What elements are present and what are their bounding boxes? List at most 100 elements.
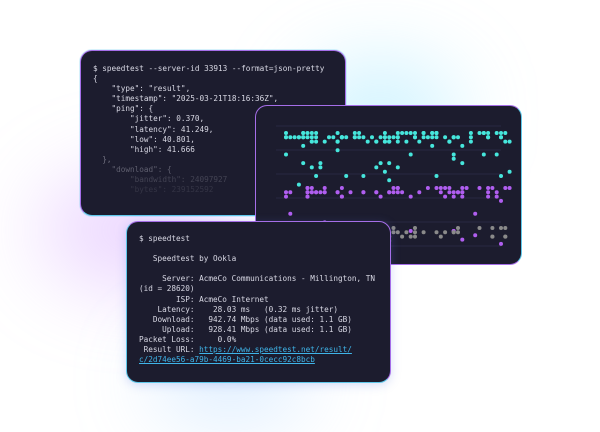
- cli-line: Server: AcmeCo Communications - Millingt…: [162, 274, 376, 284]
- data-dot: [301, 131, 306, 135]
- data-dot: [477, 186, 482, 190]
- data-dot: [391, 230, 396, 235]
- data-dot: [348, 190, 353, 195]
- data-dot: [413, 234, 417, 239]
- cli-line: Download: 942.74 Mbps (data used: 1.1 GB…: [152, 314, 352, 324]
- data-dot: [335, 190, 340, 195]
- data-dot: [374, 165, 379, 170]
- cli-line: (id = 28620): [139, 284, 195, 294]
- data-dot: [309, 190, 314, 195]
- data-dot: [507, 186, 512, 190]
- data-dot: [413, 230, 417, 235]
- json-line: "latency": 41.249,: [93, 124, 214, 134]
- data-dot: [468, 139, 473, 144]
- data-dot: [443, 194, 448, 199]
- json-line: },: [93, 154, 112, 164]
- data-dot: [404, 139, 409, 144]
- data-dot: [507, 169, 512, 174]
- data-dot: [447, 139, 452, 144]
- data-dot: [331, 135, 336, 140]
- data-dot: [284, 131, 288, 135]
- data-dot: [314, 135, 319, 140]
- data-dot: [473, 233, 478, 238]
- data-dot: [486, 194, 491, 199]
- data-dot: [451, 230, 456, 235]
- data-dot: [451, 190, 456, 195]
- result-url-link[interactable]: https://www.speedtest.net/result/: [199, 345, 352, 355]
- data-dot: [438, 190, 443, 195]
- data-dot: [387, 139, 392, 144]
- data-dot: [404, 131, 409, 135]
- json-line: "jitter": 0.370,: [93, 114, 205, 124]
- data-dot: [378, 135, 383, 140]
- data-dot: [370, 135, 374, 140]
- data-dot: [438, 186, 443, 190]
- data-dot: [503, 226, 508, 230]
- data-dot: [460, 190, 465, 195]
- data-dot: [430, 131, 435, 135]
- data-dot: [314, 139, 319, 144]
- data-dot: [408, 229, 413, 233]
- data-dot: [309, 165, 314, 170]
- cli-line: Latency: 28.03 ms (0.32 ms jitter): [157, 304, 339, 314]
- data-dot: [456, 190, 460, 195]
- data-dot: [421, 131, 426, 135]
- data-dot: [400, 190, 405, 195]
- data-dot: [335, 139, 340, 144]
- data-dot: [486, 135, 491, 140]
- data-dot: [408, 234, 413, 239]
- data-dot: [284, 152, 288, 157]
- data-dot: [292, 135, 297, 140]
- data-dot: [499, 198, 503, 203]
- data-dot: [499, 226, 503, 230]
- data-dot: [395, 135, 400, 140]
- data-dot: [395, 190, 400, 195]
- data-dot: [477, 226, 482, 230]
- data-dot: [460, 161, 465, 166]
- data-dot: [481, 152, 486, 157]
- data-dot: [284, 135, 288, 140]
- data-dot: [395, 131, 400, 135]
- json-line: $ speedtest --server-id 33913 --format=j…: [93, 64, 325, 73]
- data-dot: [387, 161, 392, 166]
- data-dot: [314, 190, 319, 195]
- data-dot: [322, 139, 327, 144]
- json-output: $ speedtest --server-id 33913 --format=j…: [93, 64, 324, 195]
- data-dot: [361, 190, 366, 195]
- data-dot: [296, 182, 301, 187]
- data-dot: [382, 131, 387, 135]
- data-dot: [460, 186, 465, 190]
- cli-line: ISP: AcmeCo Internet: [176, 294, 269, 304]
- data-dot: [309, 139, 314, 144]
- data-dot: [468, 135, 473, 140]
- data-dot: [382, 139, 387, 144]
- data-dot: [378, 194, 383, 199]
- data-dot: [408, 152, 413, 157]
- data-dot: [447, 186, 452, 190]
- data-dot: [473, 211, 478, 216]
- data-dot: [344, 135, 349, 140]
- data-dot: [486, 186, 491, 190]
- data-dot: [499, 241, 503, 246]
- data-dot: [430, 143, 435, 148]
- data-dot: [425, 186, 430, 190]
- data-dot: [301, 135, 306, 140]
- data-dot: [305, 131, 310, 135]
- data-dot: [301, 161, 306, 166]
- data-dot: [404, 230, 409, 235]
- result-url-link-continued[interactable]: c/2d74ee56-a79b-4469-ba21-0cecc92c8bcb: [139, 355, 315, 365]
- data-dot: [309, 135, 314, 140]
- data-dot: [284, 190, 288, 195]
- data-dot: [361, 174, 366, 178]
- result-url-label: Result URL:: [139, 345, 200, 355]
- data-dot: [451, 152, 456, 157]
- data-dot: [352, 131, 357, 135]
- data-dot: [494, 190, 499, 195]
- command-line: $ speedtest: [139, 234, 190, 243]
- cli-output: $ speedtest Speedtest by Ookla Server: A…: [139, 234, 375, 365]
- data-dot: [318, 165, 323, 170]
- cli-line: Upload: 928.41 Mbps (data used: 1.1 GB): [162, 324, 352, 334]
- data-dot: [434, 174, 439, 178]
- data-dot: [507, 139, 512, 144]
- data-dot: [434, 230, 439, 235]
